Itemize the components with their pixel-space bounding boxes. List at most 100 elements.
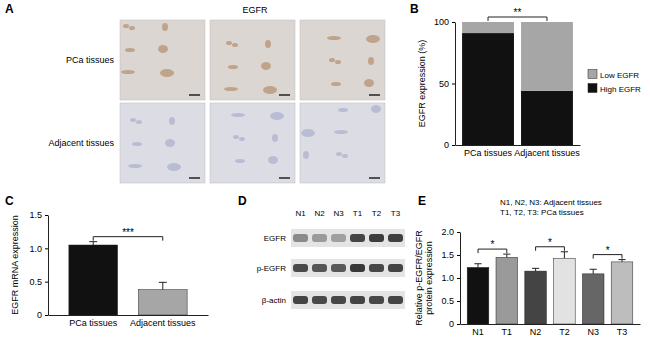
micrograph-stain bbox=[329, 58, 335, 62]
y-axis-title-line: Relative p-EGFR/EGFR bbox=[414, 230, 424, 326]
bar-segment bbox=[521, 22, 573, 91]
y-tick: 100 bbox=[434, 17, 455, 27]
y-tick: 0 bbox=[449, 319, 460, 329]
y-tick-mark bbox=[457, 255, 460, 256]
micrograph-stain bbox=[169, 117, 175, 125]
blot-strip bbox=[291, 229, 405, 247]
x-tick-label: N2 bbox=[530, 327, 542, 337]
blot-band bbox=[369, 234, 384, 242]
y-tick-label: 0 bbox=[444, 140, 449, 150]
x-axis: PCa tissuesAdjacent tissues bbox=[49, 316, 209, 329]
error-bar-stem bbox=[162, 282, 163, 289]
error-bar-stem bbox=[93, 242, 94, 245]
blot-band bbox=[369, 296, 384, 304]
bar bbox=[554, 258, 576, 324]
micrograph-stain bbox=[239, 137, 245, 141]
y-axis-title-line: protein expression bbox=[424, 241, 434, 315]
marks bbox=[467, 252, 633, 324]
y-tick-label: 1.5 bbox=[29, 210, 42, 220]
y-tick: 0 bbox=[444, 140, 455, 150]
protein-label: EGFR bbox=[264, 234, 286, 243]
micrograph-stain bbox=[303, 151, 309, 159]
y-tick-mark bbox=[457, 301, 460, 302]
blot-band bbox=[312, 296, 327, 304]
micrograph-stain bbox=[235, 159, 245, 163]
x-axis-line bbox=[456, 145, 581, 146]
y-tick: 50 bbox=[439, 79, 455, 89]
error-bar-cap bbox=[89, 241, 97, 242]
y-tick: 1.5 bbox=[29, 210, 48, 220]
error-bar-stem bbox=[478, 264, 479, 268]
micrograph-stain bbox=[338, 108, 348, 112]
micrograph-stain bbox=[272, 134, 278, 142]
micrograph-stain bbox=[335, 60, 341, 64]
significance-label: *** bbox=[122, 227, 134, 238]
error-bar bbox=[159, 282, 167, 289]
lane-label: N3 bbox=[333, 209, 344, 218]
x-tick-label: T3 bbox=[617, 327, 628, 337]
y-tick-label: 2.0 bbox=[441, 227, 454, 237]
micrograph-stain bbox=[331, 82, 341, 86]
marks bbox=[462, 22, 573, 145]
y-tick-label: 1.5 bbox=[441, 250, 454, 260]
micrograph-stain bbox=[301, 129, 315, 137]
x-tick-label: N3 bbox=[587, 327, 599, 337]
protein-label: β-actin bbox=[262, 296, 286, 305]
error-bar bbox=[503, 254, 510, 257]
y-tick-label: 1.0 bbox=[29, 244, 42, 254]
blot-strip bbox=[291, 291, 405, 309]
micrograph-stain bbox=[224, 87, 238, 91]
bar bbox=[582, 274, 604, 324]
x-tick: Adjacent tissues bbox=[514, 148, 580, 158]
significance-label: * bbox=[548, 237, 552, 248]
blot-strip bbox=[291, 259, 405, 277]
error-bar-cap bbox=[618, 259, 625, 260]
y-tick-mark bbox=[457, 324, 460, 325]
y-tick: 1.5 bbox=[441, 250, 460, 260]
panel-label: B bbox=[410, 2, 419, 16]
x-tick-label: T1 bbox=[502, 327, 513, 337]
micrograph-stain bbox=[327, 36, 341, 40]
blot-band bbox=[331, 264, 346, 272]
row-label: Adjacent tissues bbox=[48, 138, 114, 148]
y-tick-label: 0.5 bbox=[441, 296, 454, 306]
legend-label: High EGFR bbox=[600, 85, 641, 94]
x-tick-label: Adjacent tissues bbox=[514, 148, 580, 158]
x-tick: PCa tissues bbox=[69, 318, 118, 328]
y-tick-mark bbox=[45, 315, 48, 316]
y-tick-mark bbox=[45, 215, 48, 216]
micrograph bbox=[120, 20, 205, 100]
error-bar-cap bbox=[590, 269, 597, 270]
bar bbox=[496, 257, 518, 324]
blot-band bbox=[350, 296, 365, 304]
blot-band bbox=[388, 296, 403, 304]
error-bar bbox=[590, 269, 597, 274]
blot-band bbox=[388, 234, 403, 242]
micrograph-stain bbox=[371, 105, 381, 113]
y-tick-mark bbox=[457, 232, 460, 233]
micrograph-bg bbox=[300, 103, 385, 183]
y-tick-mark bbox=[452, 145, 455, 146]
legend-swatch bbox=[588, 70, 597, 79]
lane-label: N1 bbox=[295, 209, 306, 218]
y-tick-mark bbox=[45, 248, 48, 249]
scale-bar bbox=[279, 177, 290, 179]
significance-label: ** bbox=[514, 7, 522, 18]
x-tick-label: PCa tissues bbox=[464, 148, 513, 158]
error-bar bbox=[618, 260, 625, 262]
micrograph-stain bbox=[121, 70, 135, 74]
y-axis-title: EGFR expression (%) bbox=[417, 40, 427, 128]
note: N1, N2, N3: Adjacent tissues bbox=[500, 198, 602, 207]
y-axis-line bbox=[460, 233, 461, 325]
y-axis-title: Relative p-EGFR/EGFRprotein expression bbox=[414, 230, 434, 326]
note: T1, T2, T3: PCa tissues bbox=[500, 208, 584, 217]
micrograph-stain bbox=[160, 69, 174, 77]
x-axis: N1T1N2T2N3T3 bbox=[461, 325, 641, 338]
y-axis: 00.51.01.5 bbox=[29, 210, 48, 320]
micrograph-bg bbox=[300, 20, 385, 100]
micrograph-stain bbox=[263, 86, 277, 94]
significance-label: * bbox=[606, 245, 610, 256]
y-tick-mark bbox=[45, 282, 48, 283]
y-tick-label: 0 bbox=[449, 319, 454, 329]
y-tick-mark bbox=[452, 84, 455, 85]
